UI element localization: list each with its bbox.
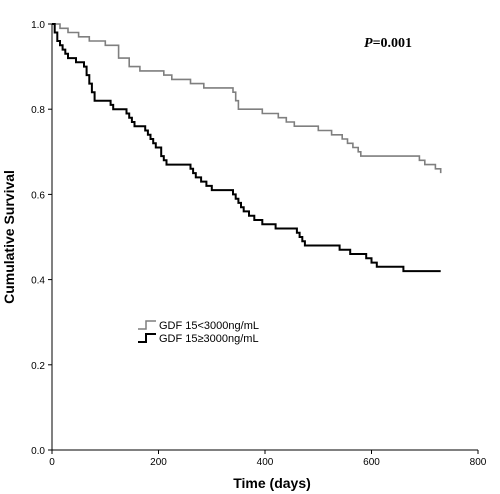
- y-tick-label: 0.8: [31, 105, 45, 116]
- y-tick-label: 1.0: [31, 20, 45, 31]
- y-tick-label: 0.0: [31, 446, 45, 457]
- y-tick-label: 0.4: [31, 276, 45, 287]
- legend-label: GDF 15<3000ng/mL: [159, 320, 259, 332]
- x-axis-title: Time (days): [233, 475, 311, 491]
- legend-swatch: [138, 333, 156, 343]
- axes: [51, 24, 478, 451]
- p-value-number: =0.001: [373, 36, 412, 51]
- x-tick-label: 200: [150, 457, 167, 468]
- tick-labels: 0 200 400 600 800 0.0 0.2 0.4 0.6 0.8 1.0: [31, 20, 487, 468]
- survival-curve-2: [52, 23, 441, 273]
- y-axis-title: Cumulative Survival: [1, 170, 17, 304]
- legend-swatch: [138, 320, 156, 330]
- x-tick-label: 600: [363, 457, 380, 468]
- x-tick-label: 800: [470, 457, 487, 468]
- p-value-annotation: P=0.001: [364, 36, 412, 51]
- survival-curves: [52, 23, 442, 273]
- y-tick-label: 0.2: [31, 361, 45, 372]
- y-tick-label: 0.6: [31, 190, 45, 201]
- x-tick-label: 400: [257, 457, 274, 468]
- p-value-symbol: P: [364, 36, 373, 51]
- legend-label: GDF 15≥3000ng/mL: [159, 333, 259, 345]
- x-tick-label: 0: [49, 457, 55, 468]
- survival-curve-1: [52, 23, 442, 174]
